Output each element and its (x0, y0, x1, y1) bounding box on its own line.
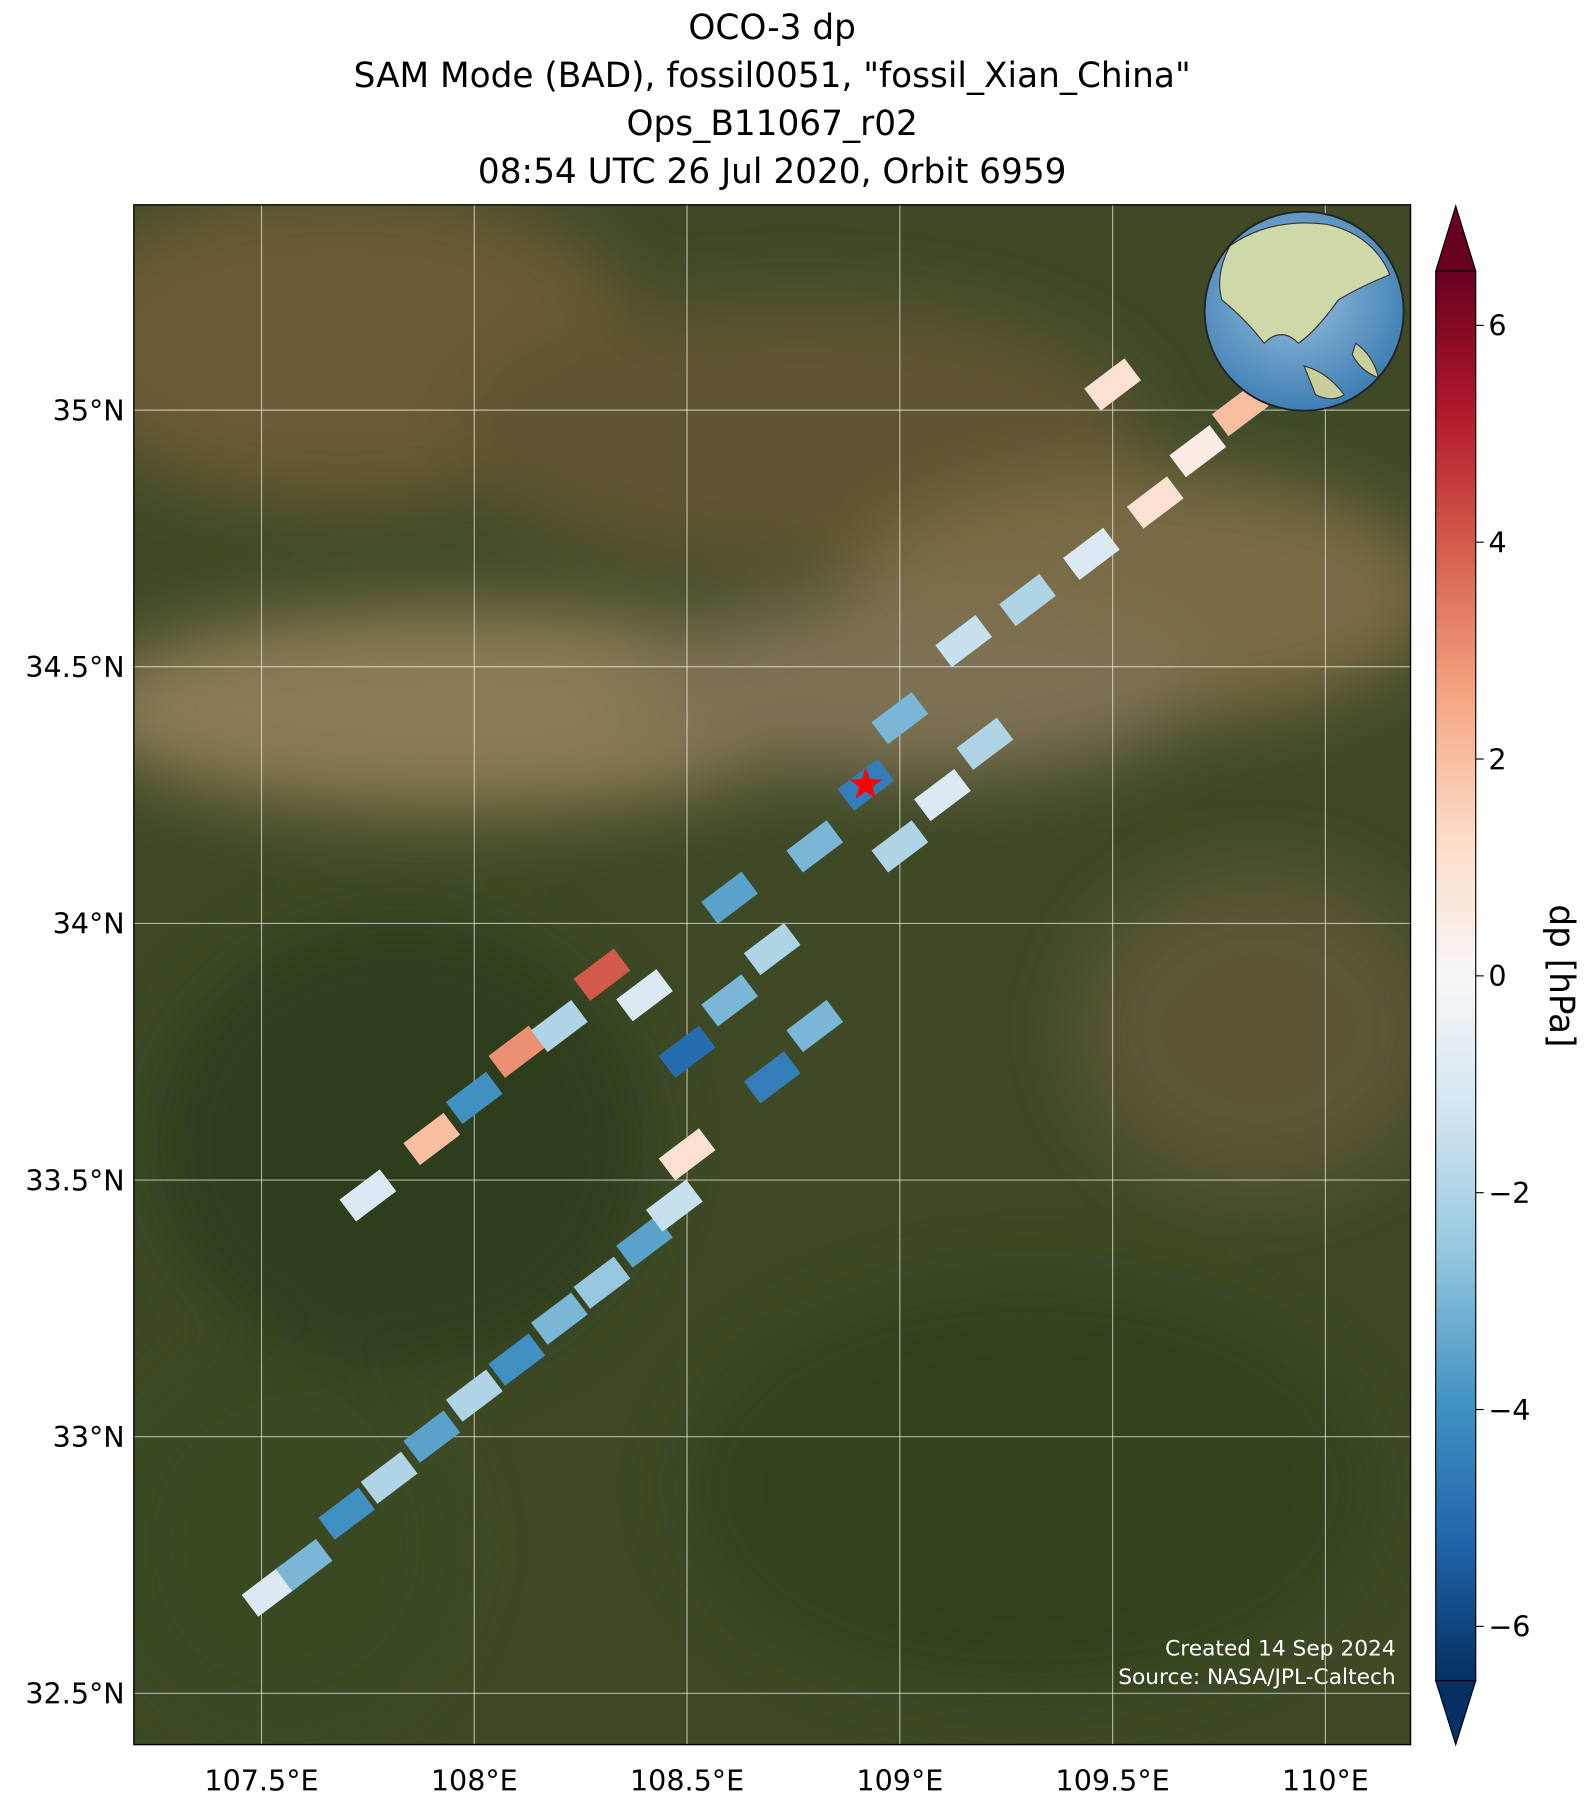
axes: 107.5°E 108°E 108.5°E 109°E 109.5°E 110°E 32.5… (25, 393, 1368, 1795)
x-tick-label: 110°E (1282, 1763, 1369, 1795)
x-tick-label: 109.5°E (1056, 1763, 1170, 1795)
colorbar-extend (1434, 204, 1477, 272)
colorbar-tick-label: 0 (1488, 959, 1506, 993)
x-tick-label: 108°E (431, 1763, 518, 1795)
footprint (616, 1215, 673, 1268)
colorbar-tick-label: 2 (1488, 742, 1506, 776)
title-line: OCO-3 dp (688, 8, 856, 48)
footprint (956, 717, 1014, 770)
title: OCO-3 dp SAM Mode (BAD), fossil0051, "fo… (354, 8, 1191, 192)
x-tick-label: 108.5°E (630, 1763, 744, 1795)
colorbar-tick-label: −6 (1488, 1610, 1530, 1644)
footprint (339, 1169, 397, 1222)
y-tick-label: 34°N (53, 907, 125, 941)
footprint (488, 1025, 546, 1078)
footprint (701, 871, 758, 924)
footprint (1084, 358, 1142, 411)
footprint (786, 820, 844, 873)
annotation: Source: NASA/JPL-Caltech (1118, 1665, 1395, 1690)
annotation: Created 14 Sep 2024 (1165, 1636, 1396, 1661)
x-tick-label: 107.5°E (204, 1763, 318, 1795)
y-tick-label: 32.5°N (25, 1677, 124, 1711)
footprint (786, 999, 844, 1053)
footprint (645, 1179, 703, 1232)
colorbar-tick-label: −2 (1488, 1176, 1530, 1210)
footprint (445, 1071, 503, 1125)
footprint (658, 1128, 716, 1181)
footprint (531, 1292, 588, 1345)
footprint (403, 1112, 461, 1166)
colorbar-tick-label: −4 (1488, 1393, 1530, 1427)
footprint (999, 573, 1056, 627)
footprint (701, 974, 758, 1027)
footprint (658, 1025, 716, 1078)
title-line: 08:54 UTC 26 Jul 2020, Orbit 6959 (478, 152, 1067, 192)
footprint (616, 969, 673, 1022)
footprint (935, 614, 993, 668)
colorbar-tick-label: 6 (1488, 309, 1506, 343)
colorbar: −6 −4 −2 0 2 4 6 (1434, 204, 1530, 1747)
colorbar-extend (1434, 1679, 1477, 1747)
inset-globe (1203, 210, 1405, 412)
footprint (318, 1487, 375, 1540)
footprint (275, 1538, 333, 1592)
footprint (914, 768, 971, 822)
y-tick-label: 35°N (53, 393, 125, 427)
footprint (871, 691, 929, 745)
footprint (871, 820, 929, 873)
footprint (573, 1256, 631, 1309)
footprints (241, 358, 1269, 1617)
colorbar-tick-label: 4 (1488, 525, 1506, 559)
y-tick-label: 33.5°N (25, 1163, 124, 1197)
x-tick-label: 109°E (856, 1763, 943, 1795)
footprint (360, 1451, 418, 1504)
grid (133, 204, 1411, 1745)
footprint (1126, 476, 1184, 529)
footprint (445, 1369, 503, 1422)
y-tick-label: 34.5°N (25, 650, 124, 684)
colorbar-bar (1435, 270, 1477, 1682)
footprint (743, 1051, 801, 1104)
footprint (1063, 527, 1120, 580)
colorbar-label: dp [hPa] (1541, 904, 1581, 1047)
plot-frame (133, 204, 1412, 1746)
footprint (573, 948, 631, 1001)
title-line: Ops_B11067_r02 (627, 104, 918, 144)
footprint (488, 1333, 546, 1386)
footprint (1169, 425, 1227, 478)
y-tick-label: 33°N (53, 1420, 125, 1454)
footprint (531, 999, 588, 1053)
title-line: SAM Mode (BAD), fossil0051, "fossil_Xian… (354, 56, 1191, 96)
footprint (743, 922, 801, 976)
target-marker (849, 767, 883, 799)
footprint (403, 1410, 461, 1463)
